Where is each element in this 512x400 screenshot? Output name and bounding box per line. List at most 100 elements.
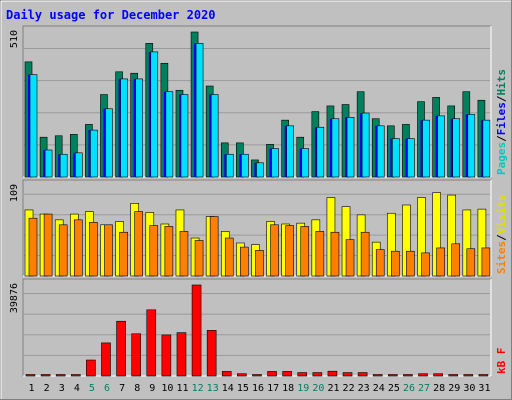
bar-sites bbox=[149, 225, 159, 277]
bar-sites bbox=[89, 222, 98, 277]
bar-pages bbox=[482, 119, 491, 178]
bar-sites bbox=[58, 224, 68, 277]
bar-kbytes bbox=[191, 284, 202, 377]
x-tick-label: 19 bbox=[297, 383, 309, 394]
chart-title: Daily usage for December 2020 bbox=[6, 8, 216, 22]
x-tick-label: 27 bbox=[418, 383, 430, 394]
legend-separator: / bbox=[495, 95, 508, 102]
bar-sites bbox=[345, 239, 355, 277]
x-tick-label: 23 bbox=[358, 383, 370, 394]
bar-kbytes bbox=[101, 342, 111, 377]
bar-kbytes bbox=[403, 374, 413, 377]
x-tick-label: 25 bbox=[388, 383, 400, 394]
bar-kbytes bbox=[463, 374, 474, 377]
bar-kbytes bbox=[312, 372, 323, 377]
bar-pages bbox=[74, 152, 83, 178]
legend-visits: Visits bbox=[495, 195, 508, 235]
x-tick-label: 20 bbox=[312, 383, 324, 394]
x-tick-label: 26 bbox=[403, 383, 415, 394]
x-tick-label: 15 bbox=[237, 383, 249, 394]
bar-kbytes bbox=[282, 371, 292, 377]
x-tick-label: 11 bbox=[176, 383, 188, 394]
panel-frame bbox=[22, 278, 492, 377]
bar-kbytes bbox=[40, 374, 51, 377]
x-tick-label: 24 bbox=[373, 383, 385, 394]
bar-pages bbox=[44, 149, 53, 178]
bar-kbytes bbox=[327, 370, 338, 377]
bar-sites bbox=[270, 224, 279, 277]
bar-kbytes bbox=[448, 374, 459, 377]
bar-kbytes bbox=[221, 371, 232, 377]
bar-kbytes bbox=[478, 374, 489, 377]
bar-pages bbox=[452, 118, 461, 178]
legend-sites: Sites bbox=[495, 241, 508, 274]
bar-kbytes bbox=[372, 374, 383, 377]
x-tick-label: 4 bbox=[74, 383, 80, 394]
bar-pages bbox=[301, 148, 310, 178]
bar-sites bbox=[360, 231, 370, 277]
bar-pages bbox=[105, 108, 113, 178]
bar-kbytes bbox=[252, 374, 262, 377]
bar-kbytes bbox=[146, 309, 157, 377]
panel-max-label: 510 bbox=[9, 30, 20, 48]
bar-kbytes bbox=[342, 372, 353, 377]
bar-kbytes bbox=[25, 374, 36, 377]
bar-sites bbox=[330, 231, 340, 277]
bar-sites bbox=[43, 213, 53, 277]
legend-pages: Pages bbox=[495, 142, 508, 175]
bar-pages bbox=[210, 94, 219, 178]
bar-sites bbox=[421, 252, 430, 277]
panel-max-label: 109 bbox=[9, 184, 20, 202]
bar-sites bbox=[406, 250, 415, 277]
x-tick-label: 13 bbox=[207, 383, 219, 394]
x-tick-label: 1 bbox=[29, 383, 35, 394]
x-tick-label: 22 bbox=[343, 383, 355, 394]
legend-separator: / bbox=[495, 135, 508, 142]
bar-pages bbox=[376, 125, 385, 178]
bar-kbytes bbox=[237, 373, 247, 377]
bar-sites bbox=[285, 225, 294, 277]
bar-pages bbox=[316, 126, 325, 178]
x-tick-label: 3 bbox=[59, 383, 65, 394]
bar-sites bbox=[300, 226, 310, 277]
bar-sites bbox=[436, 247, 445, 277]
x-tick-label: 30 bbox=[463, 383, 475, 394]
bar-kbytes bbox=[55, 374, 66, 377]
legend-separator: / bbox=[495, 234, 508, 241]
bar-kbytes bbox=[297, 372, 308, 377]
bar-pages bbox=[256, 162, 264, 178]
bar-pages bbox=[331, 118, 340, 178]
bar-sites bbox=[255, 250, 264, 277]
bar-pages bbox=[437, 115, 445, 178]
bar-sites bbox=[164, 226, 174, 277]
bar-pages bbox=[271, 148, 279, 178]
bar-pages bbox=[135, 78, 143, 178]
bar-kbytes bbox=[86, 359, 96, 377]
bar-sites bbox=[119, 231, 128, 277]
bar-pages bbox=[90, 129, 98, 178]
bar-kbytes bbox=[116, 320, 126, 377]
bar-pages bbox=[422, 119, 430, 178]
bar-kbytes bbox=[131, 333, 141, 377]
bar-pages bbox=[286, 125, 294, 178]
panel-max-label: 39876 bbox=[9, 283, 20, 313]
bar-pages bbox=[225, 153, 234, 178]
bar-sites bbox=[104, 224, 113, 277]
bar-kbytes bbox=[357, 372, 368, 377]
bar-kbytes bbox=[70, 374, 81, 377]
x-tick-label: 29 bbox=[448, 383, 460, 394]
x-tick-label: 18 bbox=[282, 383, 294, 394]
x-tick-label: 8 bbox=[134, 383, 140, 394]
x-tick-label: 10 bbox=[161, 383, 173, 394]
bar-sites bbox=[179, 231, 189, 277]
bar-pages bbox=[361, 112, 370, 178]
x-tick-label: 16 bbox=[252, 383, 264, 394]
bar-pages bbox=[195, 43, 204, 178]
legend-kb-f: kB F bbox=[495, 348, 508, 375]
bar-sites bbox=[224, 237, 234, 277]
panel-legend: Sites/Visits bbox=[495, 195, 508, 275]
bar-sites bbox=[466, 248, 476, 277]
